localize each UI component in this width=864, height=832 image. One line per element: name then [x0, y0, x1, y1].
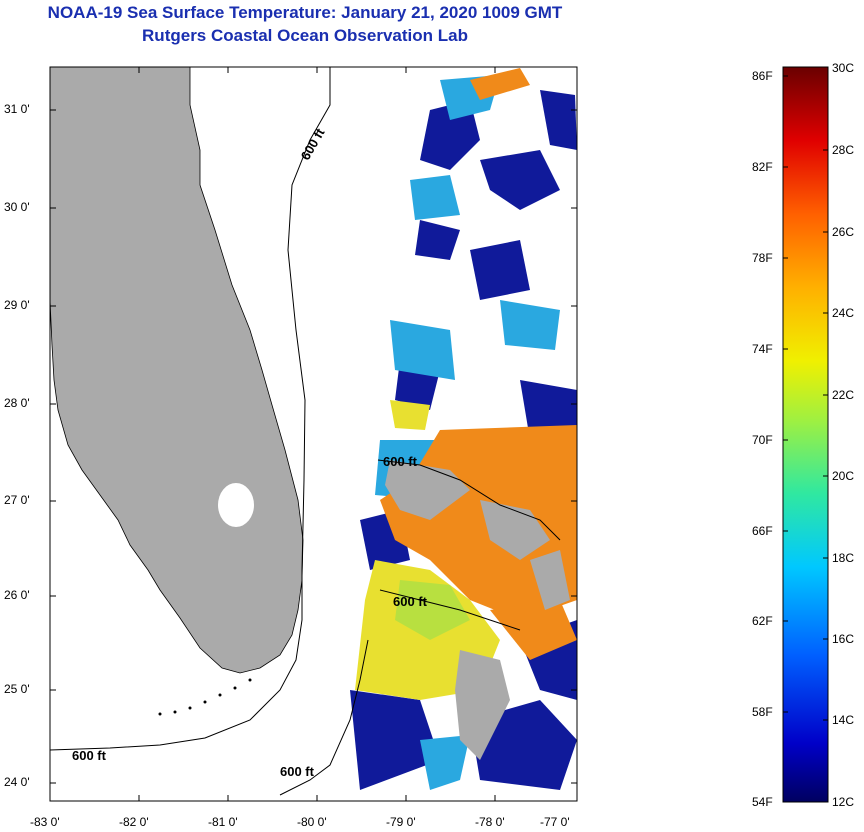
lat-label: 24 0': [4, 775, 30, 789]
lon-label: -79 0': [386, 815, 416, 829]
colorbar-c-label: 14C: [832, 713, 855, 727]
lat-label: 27 0': [4, 493, 30, 507]
lake-okeechobee: [218, 483, 254, 527]
contour-label-straits: 600 ft: [393, 594, 428, 609]
depth-contours: [50, 67, 561, 796]
lon-label: -80 0': [297, 815, 327, 829]
contour-label-south: 600 ft: [280, 764, 315, 779]
map-frame: [49, 66, 578, 802]
lon-label: -77 0': [540, 815, 570, 829]
colorbar-c-label: 30C: [832, 61, 855, 75]
lat-label: 25 0': [4, 682, 30, 696]
lat-label: 28 0': [4, 396, 30, 410]
colorbar-c-label: 26C: [832, 225, 855, 239]
lat-label: 31 0': [4, 102, 30, 116]
colorbar-c-label: 16C: [832, 632, 855, 646]
lon-label: -82 0': [119, 815, 149, 829]
contour-label-west: 600 ft: [72, 748, 107, 763]
colorbar-f-label: 86F: [752, 69, 773, 83]
lon-label: -78 0': [475, 815, 505, 829]
colorbar-f-label: 58F: [752, 705, 773, 719]
colorbar-f-label: 62F: [752, 614, 773, 628]
lat-label: 29 0': [4, 298, 30, 312]
colorbar-f-label: 54F: [752, 795, 773, 809]
colorbar-c-label: 24C: [832, 306, 855, 320]
colorbar-f-label: 82F: [752, 160, 773, 174]
florida-keys: [158, 678, 252, 716]
lon-label: -83 0': [30, 815, 60, 829]
map-title: NOAA-19 Sea Surface Temperature: January…: [47, 3, 563, 22]
colorbar-c-label: 28C: [832, 143, 855, 157]
colorbar-f-label: 66F: [752, 524, 773, 538]
colorbar-ticks: [783, 75, 828, 721]
florida-land: [50, 67, 304, 674]
contour-label-bahamas: 600 ft: [383, 454, 418, 469]
bahamas-land: [385, 460, 570, 760]
lon-label: -81 0': [208, 815, 238, 829]
colorbar-c-label: 12C: [832, 795, 855, 809]
colorbar-c-label: 22C: [832, 388, 855, 402]
colorbar-c-label: 18C: [832, 551, 855, 565]
colorbar-c-label: 20C: [832, 469, 855, 483]
colorbar: [782, 66, 829, 803]
lat-label: 30 0': [4, 200, 30, 214]
contour-label-north: 600 ft: [298, 125, 328, 162]
colorbar-f-label: 70F: [752, 433, 773, 447]
colorbar-f-label: 78F: [752, 251, 773, 265]
lat-label: 26 0': [4, 588, 30, 602]
axis-ticks: [49, 67, 578, 801]
map-subtitle: Rutgers Coastal Ocean Observation Lab: [142, 26, 468, 45]
colorbar-f-label: 74F: [752, 342, 773, 356]
